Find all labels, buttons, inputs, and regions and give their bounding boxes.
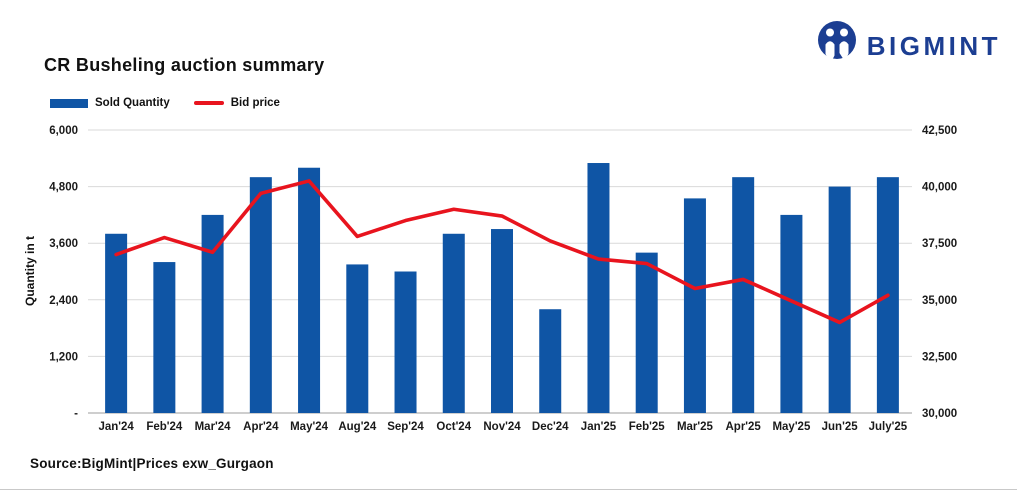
legend-label-bid-price: Bid price <box>230 97 280 109</box>
source-note: Source:BigMint|Prices exw_Gurgaon <box>30 456 274 471</box>
bar-may24 <box>298 167 321 413</box>
bar-sep24 <box>394 271 417 413</box>
bottom-divider <box>0 489 1017 490</box>
left-axis-tick: 4,800 <box>49 182 78 194</box>
bar-apr24 <box>249 177 272 413</box>
x-axis-label: Nov'24 <box>483 421 521 433</box>
x-axis-label: Feb'25 <box>629 421 666 433</box>
left-axis-tick: 6,000 <box>49 125 78 137</box>
bar-dec24 <box>539 309 562 413</box>
right-axis-tick: 32,500 <box>922 351 957 363</box>
bar-mar24 <box>201 214 224 413</box>
x-axis-label: Mar'25 <box>677 421 714 433</box>
bar-jun25 <box>828 186 851 413</box>
right-axis-tick: 42,500 <box>922 125 957 137</box>
bar-oct24 <box>442 233 465 413</box>
bar-nov24 <box>491 229 513 413</box>
right-axis-tick: 37,500 <box>922 238 957 250</box>
x-axis-label: May'24 <box>290 421 329 433</box>
bar-may25 <box>780 214 803 413</box>
legend-label-sold-quantity: Sold Quantity <box>95 97 170 109</box>
x-axis-label: Apr'25 <box>726 421 762 433</box>
sold-quantity-swatch <box>50 98 88 108</box>
x-axis-label: July'25 <box>869 421 908 433</box>
x-axis-label: Sep'24 <box>387 421 424 433</box>
bar-mar25 <box>683 198 706 413</box>
x-axis-label: May'25 <box>772 421 811 433</box>
x-axis-label: Dec'24 <box>532 421 569 433</box>
legend-item-bid-price: Bid price <box>193 97 280 109</box>
left-axis-tick: - <box>74 408 78 420</box>
left-axis-tick: 2,400 <box>49 295 78 307</box>
bigmint-logo-icon <box>816 20 858 72</box>
chart-title: CR Busheling auction summary <box>44 55 325 75</box>
x-axis-label: Jun'25 <box>822 421 859 433</box>
bar-aug24 <box>346 264 369 413</box>
left-axis-tick: 1,200 <box>49 351 78 363</box>
x-axis-label: Jan'24 <box>98 421 134 433</box>
right-axis-tick: 35,000 <box>922 295 957 307</box>
brand-name: BIGMINT <box>866 30 1001 61</box>
bar-jan25 <box>587 163 610 413</box>
x-axis-label: Feb'24 <box>146 421 183 433</box>
x-axis-label: Aug'24 <box>338 421 376 433</box>
bar-apr25 <box>732 177 755 413</box>
right-axis-tick: 30,000 <box>922 408 957 420</box>
right-axis-tick: 40,000 <box>922 182 957 194</box>
x-axis-label: Oct'24 <box>436 421 471 433</box>
bar-jan24 <box>105 233 128 413</box>
brand-logo: BIGMINT <box>816 20 1001 72</box>
left-axis-tick: 3,600 <box>49 238 78 250</box>
legend: Sold Quantity Bid price <box>50 97 280 109</box>
bar-feb24 <box>153 262 176 413</box>
bid-price-line <box>114 179 890 325</box>
x-axis-label: Apr'24 <box>243 421 279 433</box>
bid-price-swatch <box>193 101 224 105</box>
legend-item-sold-quantity: Sold Quantity <box>50 97 170 109</box>
x-axis-label: Jan'25 <box>581 421 617 433</box>
bar-feb25 <box>635 252 658 413</box>
x-axis-label: Mar'24 <box>195 421 232 433</box>
